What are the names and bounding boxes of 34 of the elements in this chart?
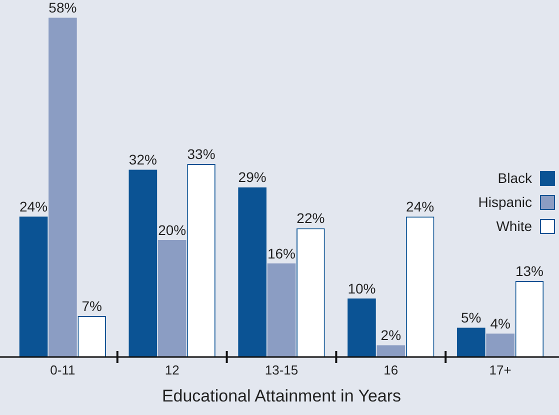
legend-label: White [496,218,532,234]
bar [19,216,48,357]
x-tick-label: 0-11 [50,362,76,378]
data-label: 7% [82,298,102,314]
bar [238,187,266,357]
bar [456,328,486,357]
bar [348,298,376,357]
bar [376,345,406,357]
data-label: 24% [406,198,434,214]
data-label: 24% [20,198,48,214]
x-tick-label: 16 [384,362,398,378]
bar [486,334,514,357]
bar [267,263,296,357]
x-tick-label: 12 [164,362,180,378]
data-label: 2% [380,327,402,344]
data-label: 29% [238,169,266,186]
legend-label: Hispanic [478,194,532,210]
data-label: 22% [296,210,325,226]
data-label: 32% [128,152,157,168]
data-label: 4% [490,315,510,332]
data-label: 13% [515,262,544,279]
data-label: 10% [348,280,376,296]
data-label: 16% [267,245,296,262]
x-axis-title: Educational Attainment in Years [162,386,402,406]
bar [158,240,186,357]
x-tick-label: 17+ [489,362,512,378]
bar [128,170,158,357]
legend-label: Black [498,170,532,186]
bar [48,18,77,357]
x-tick-label: 13-15 [264,362,298,378]
data-label: 20% [158,222,186,238]
data-label: 33% [187,146,216,162]
data-label: 58% [48,0,77,16]
data-label: 5% [461,310,482,326]
